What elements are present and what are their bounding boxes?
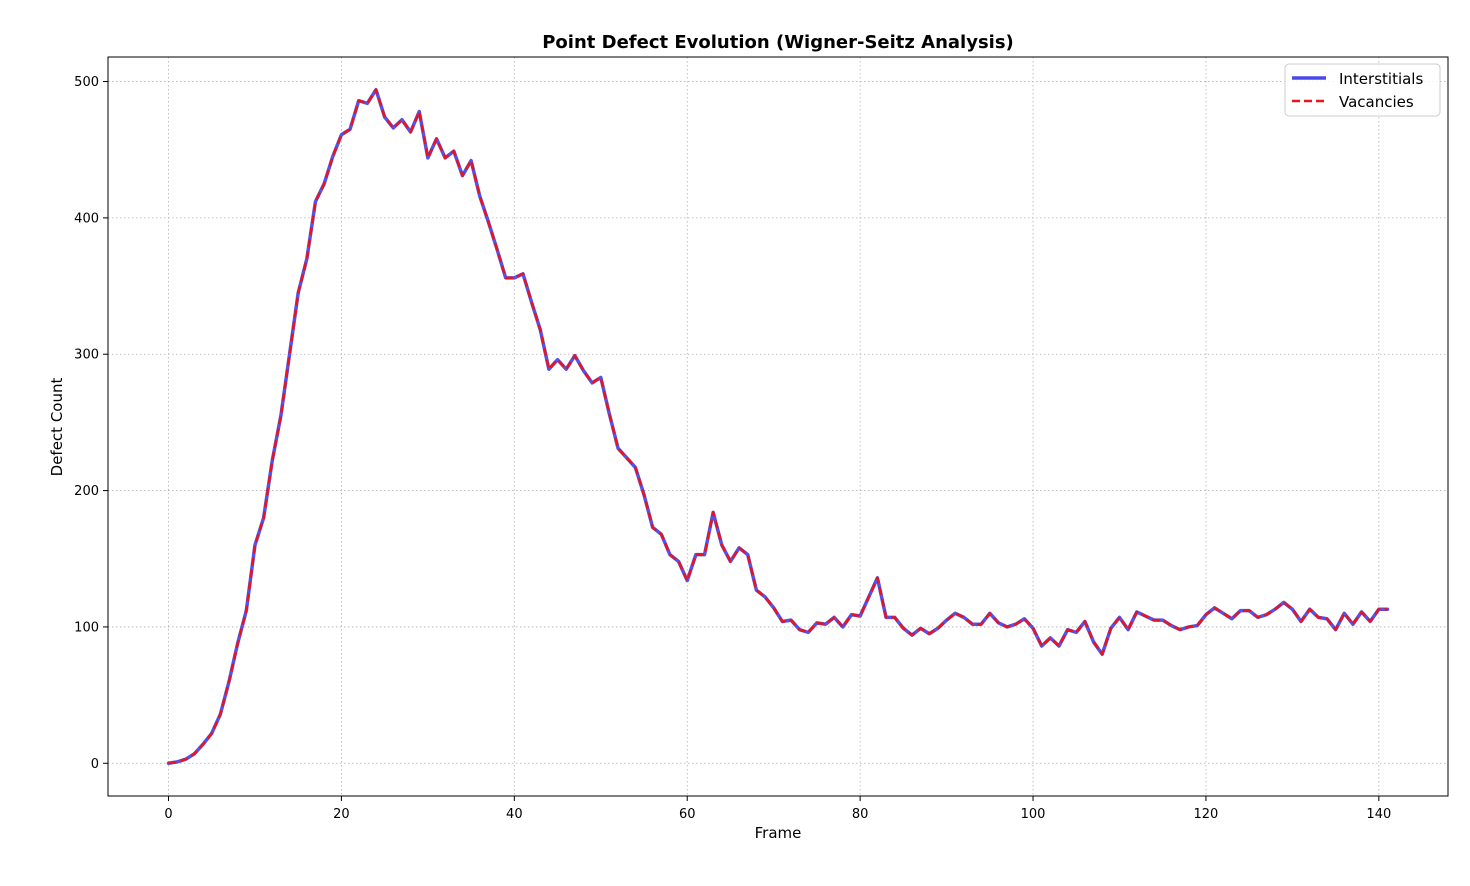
x-tick-label: 120: [1194, 807, 1219, 822]
grid-lines: [108, 57, 1448, 796]
x-tick-label: 100: [1021, 807, 1046, 822]
x-tick-label: 80: [852, 807, 869, 822]
y-tick-label: 300: [74, 348, 99, 363]
x-axis-label: Frame: [755, 824, 802, 842]
y-axis-ticks: 0 100 200 300 400 500: [74, 75, 108, 772]
x-tick-label: 60: [679, 807, 696, 822]
series-lines: [166, 87, 1390, 766]
x-tick-label: 0: [164, 807, 172, 822]
y-tick-label: 0: [91, 757, 99, 772]
y-tick-label: 500: [74, 75, 99, 90]
legend-label-vacancies: Vacancies: [1339, 93, 1414, 111]
y-axis-label: Defect Count: [48, 378, 66, 477]
x-axis-ticks: 0 20 40 60 80 100 120 140: [164, 796, 1391, 822]
plot-frame: [107, 56, 1449, 797]
x-tick-label: 40: [506, 807, 523, 822]
y-tick-label: 400: [74, 211, 99, 226]
y-tick-label: 200: [74, 484, 99, 499]
x-tick-label: 140: [1366, 807, 1391, 822]
chart-title: Point Defect Evolution (Wigner-Seitz Ana…: [542, 32, 1014, 53]
legend-label-interstitials: Interstitials: [1339, 70, 1423, 88]
y-tick-label: 100: [74, 620, 99, 635]
x-tick-label: 20: [333, 807, 350, 822]
legend: Interstitials Vacancies: [1284, 63, 1441, 117]
series-line-vacancies: [168, 88, 1388, 765]
